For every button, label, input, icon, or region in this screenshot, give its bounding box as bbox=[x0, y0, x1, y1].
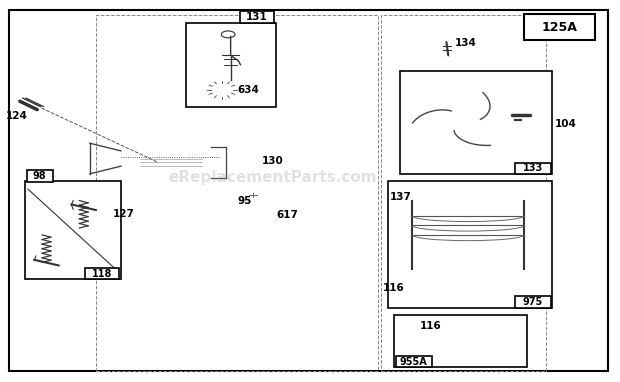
Bar bbox=[25, 181, 121, 279]
Bar bbox=[186, 23, 276, 107]
Text: 955A: 955A bbox=[400, 357, 427, 367]
Text: 116: 116 bbox=[420, 321, 441, 331]
Text: 131: 131 bbox=[246, 12, 268, 22]
Bar bbox=[381, 15, 546, 371]
Text: 124: 124 bbox=[6, 111, 28, 121]
Text: 116: 116 bbox=[383, 283, 405, 293]
Bar bbox=[515, 296, 551, 308]
Bar bbox=[396, 356, 432, 367]
Text: 104: 104 bbox=[555, 119, 577, 129]
Bar bbox=[85, 268, 119, 279]
Text: 137: 137 bbox=[389, 192, 411, 202]
Bar bbox=[394, 315, 527, 367]
Bar bbox=[515, 163, 551, 174]
Text: eReplacementParts.com: eReplacementParts.com bbox=[169, 170, 377, 185]
Text: 133: 133 bbox=[523, 163, 542, 173]
Text: 95: 95 bbox=[237, 196, 252, 206]
Text: 125A: 125A bbox=[542, 21, 577, 34]
Bar bbox=[388, 181, 552, 308]
Text: 134: 134 bbox=[454, 38, 476, 48]
Text: 127: 127 bbox=[113, 209, 135, 219]
Text: 98: 98 bbox=[33, 171, 46, 181]
Text: 118: 118 bbox=[92, 269, 112, 278]
Text: 130: 130 bbox=[262, 156, 283, 166]
Bar bbox=[524, 14, 595, 40]
Bar bbox=[96, 15, 378, 371]
Text: 617: 617 bbox=[276, 210, 298, 220]
Bar bbox=[27, 170, 53, 182]
Bar bbox=[240, 11, 274, 23]
Bar bbox=[400, 71, 552, 174]
Text: 634: 634 bbox=[237, 85, 259, 95]
Text: 975: 975 bbox=[523, 297, 542, 307]
